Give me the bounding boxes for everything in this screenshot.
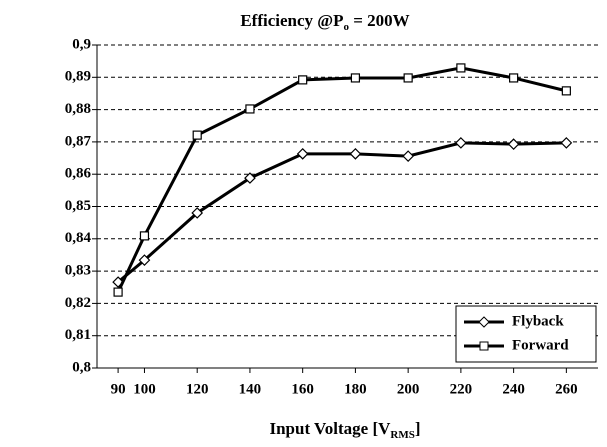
x-tick-label: 240: [502, 381, 525, 397]
x-tick-label: 120: [186, 381, 209, 397]
point: [507, 138, 520, 151]
point: [191, 207, 204, 219]
series-line: [116, 66, 567, 293]
x-tick-label: 260: [555, 381, 578, 397]
point: [298, 75, 308, 85]
title-main: Efficiency @P: [240, 11, 343, 30]
x-tick-label: 180: [344, 381, 367, 397]
chart-title: Efficiency @Po = 200W: [240, 11, 409, 33]
point: [349, 148, 362, 160]
legend-box: [455, 305, 597, 363]
y-tick-label: 0,84: [65, 230, 92, 246]
legend-label: Flyback: [512, 313, 564, 329]
point: [350, 73, 361, 83]
y-tick-label: 0,83: [65, 263, 91, 279]
y-tick-label: 0,82: [65, 295, 91, 311]
x-tick-label: 220: [450, 381, 473, 397]
x-tick-label: 160: [291, 381, 314, 397]
x-label-end: ]: [415, 419, 421, 438]
y-tick-label: 0,89: [65, 69, 91, 85]
x-label-subscript: RMS: [390, 429, 414, 441]
point: [509, 73, 519, 83]
legend-label: Forward: [512, 337, 569, 353]
point: [245, 104, 255, 114]
point: [112, 276, 124, 288]
point: [192, 130, 202, 140]
x-tick-label: 140: [239, 381, 262, 397]
y-tick-label: 0,87: [65, 133, 92, 149]
point: [455, 137, 467, 149]
point: [456, 63, 466, 73]
point: [244, 172, 256, 184]
point: [561, 86, 571, 96]
point: [138, 254, 151, 266]
x-axis-title: Input Voltage [VRMS]: [269, 419, 420, 441]
x-tick-label: 200: [397, 381, 420, 397]
point: [403, 73, 413, 83]
x-tick-label: 100: [133, 381, 156, 397]
point: [296, 148, 309, 160]
point: [113, 287, 123, 297]
point: [560, 137, 573, 149]
y-tick-label: 0,8: [72, 359, 91, 375]
y-tick-label: 0,88: [65, 101, 91, 117]
y-tick-label: 0,81: [65, 327, 91, 343]
title-subscript: o: [343, 21, 349, 33]
x-label-main: Input Voltage [V: [269, 419, 391, 438]
y-tick-label: 0,9: [72, 36, 91, 52]
point: [402, 150, 414, 162]
x-tick-label: 90: [111, 381, 126, 397]
title-end: = 200W: [349, 11, 410, 30]
point: [139, 231, 150, 241]
legend-marker: [479, 341, 489, 351]
y-tick-label: 0,86: [65, 166, 92, 182]
y-tick-label: 0,85: [65, 198, 91, 214]
series-line: [117, 141, 567, 284]
legend-marker: [478, 316, 490, 328]
